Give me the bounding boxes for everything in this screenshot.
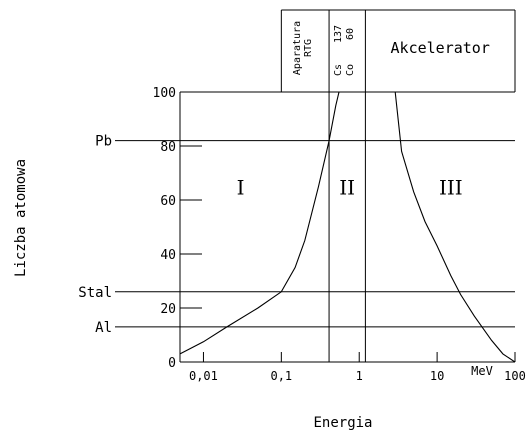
y-tick-label: 0 <box>168 356 176 371</box>
reference-label-al: Al <box>95 320 112 336</box>
y-tick-label: 40 <box>160 248 176 263</box>
y-tick-label: 60 <box>160 194 176 209</box>
reference-label-pb: Pb <box>95 134 112 150</box>
x-tick-label: 10 <box>430 369 444 383</box>
y-tick-label: 100 <box>153 86 176 101</box>
x-tick-label: 0,01 <box>189 369 218 383</box>
y-tick-label: 80 <box>160 140 176 155</box>
x-axis-label: Energia <box>313 415 372 431</box>
curve-left <box>180 92 340 355</box>
y-axis-label: Liczba atomowa <box>13 159 29 277</box>
x-tick-label: 1 <box>356 369 363 383</box>
range-label-akcelerator: Akcelerator <box>391 39 490 57</box>
y-tick-label: 20 <box>160 302 176 317</box>
x-tick-label: 0,1 <box>270 369 292 383</box>
range-label-60-co: 60Co <box>345 28 356 76</box>
region-label: III <box>439 176 463 200</box>
range-label-aparatura-rtg: AparaturaRTG <box>292 21 314 75</box>
x-tick-label: 100 <box>504 369 526 383</box>
range-label-137-cs: 137Cs <box>333 25 344 76</box>
region-label: II <box>339 176 355 200</box>
reference-label-stal: Stal <box>78 285 112 301</box>
region-label: I <box>237 176 245 200</box>
x-unit-label: MeV <box>471 364 493 378</box>
curve-right <box>394 92 515 362</box>
